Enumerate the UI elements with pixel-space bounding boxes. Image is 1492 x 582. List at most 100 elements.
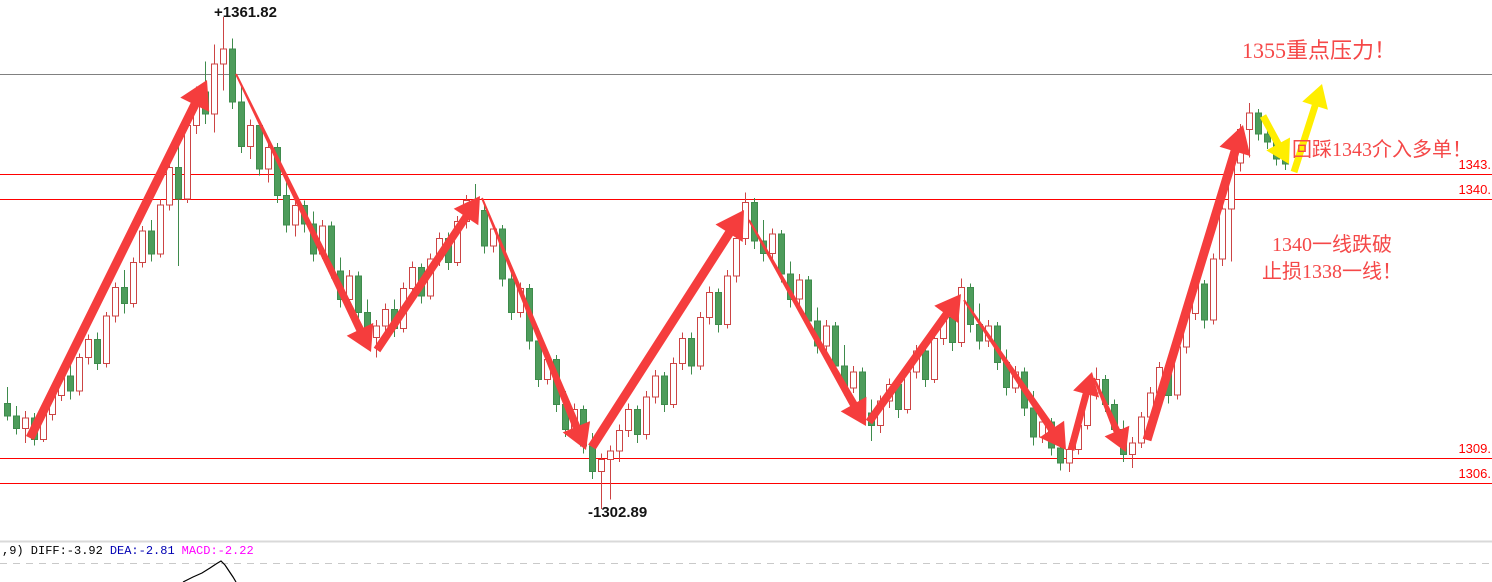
candle-down <box>121 287 128 305</box>
indicator-macd: MACD:-2.22 <box>181 544 254 558</box>
candle-up <box>1210 258 1217 321</box>
candle-down <box>256 125 263 170</box>
candle-down <box>1057 447 1064 464</box>
candle-up <box>679 338 686 365</box>
candle-down <box>283 195 290 226</box>
high-price-marker: +1361.82 <box>214 4 277 21</box>
trend-arrow-down-1[interactable] <box>235 73 374 352</box>
price-level-label: 1343. <box>1458 157 1491 172</box>
trend-arrow-up-6[interactable] <box>1142 125 1251 442</box>
candle-down <box>715 292 722 325</box>
candle-up <box>724 275 731 325</box>
candle-up <box>409 267 416 289</box>
candle-up <box>103 315 110 364</box>
candle-down <box>238 101 245 147</box>
candle-up <box>769 233 776 254</box>
candle-up <box>706 292 713 319</box>
candle-up <box>454 221 461 264</box>
yellow-arrow-up[interactable] <box>1290 84 1328 174</box>
candle-up <box>166 166 173 206</box>
candle-down <box>949 317 956 344</box>
candle-down <box>1255 112 1262 135</box>
candle-up <box>112 287 119 317</box>
entry-note-1343[interactable]: 回踩1343介入多单！ <box>1292 139 1472 161</box>
price-level-label: 1309. <box>1458 441 1491 456</box>
candle-down <box>274 146 281 197</box>
trend-arrow-up-2[interactable] <box>373 196 480 353</box>
candle-up <box>1066 449 1073 464</box>
candle-up <box>607 450 614 461</box>
indicator-diff: ,9) DIFF:-3.92 <box>2 544 103 558</box>
trend-arrow-down-2[interactable] <box>481 197 591 450</box>
candle-up <box>265 146 272 170</box>
candle-down <box>94 338 101 364</box>
candle-up <box>931 338 938 380</box>
trend-arrow-up-3[interactable] <box>588 210 744 450</box>
candle-up <box>76 357 83 392</box>
candle-down <box>634 409 641 436</box>
candle-up <box>220 48 227 65</box>
candle-up <box>616 429 623 452</box>
candle-down <box>1030 407 1037 438</box>
candle-down <box>13 415 20 430</box>
candle-up <box>697 317 704 367</box>
yellow-arrow-down[interactable] <box>1259 114 1290 164</box>
candle-down <box>589 445 596 472</box>
candle-up <box>382 308 389 327</box>
candle-down <box>4 403 11 417</box>
candle-up <box>598 459 605 472</box>
stoploss-note-1340[interactable]: 1340一线跌破 止损1338一线！ <box>1262 232 1402 286</box>
candle-up <box>247 125 254 147</box>
trend-arrow-up-5[interactable] <box>1067 372 1100 451</box>
candle-up <box>670 363 677 405</box>
candle-up <box>652 375 659 398</box>
candle-up <box>823 325 830 347</box>
candle-down <box>832 325 839 367</box>
resistance-note-1355[interactable]: 1355重点压力！ <box>1242 38 1397 63</box>
candle-down <box>148 230 155 255</box>
price-level-label: 1340. <box>1458 182 1491 197</box>
candle-up <box>796 279 803 300</box>
candle-down <box>778 233 785 275</box>
candle-down <box>751 201 758 242</box>
candle-down <box>355 275 362 314</box>
candle-down <box>175 166 182 200</box>
candle-up <box>850 371 857 389</box>
indicator-dea: DEA:-2.81 <box>109 544 175 558</box>
candle-up <box>373 325 380 339</box>
candle-up <box>292 205 299 226</box>
macd-diff-curve <box>182 560 237 582</box>
candle-up <box>211 63 218 115</box>
stoploss-note-line1: 1340一线跌破 <box>1272 234 1392 256</box>
trend-arrow-down-5[interactable] <box>1093 377 1130 452</box>
indicator-status-line: ,9) DIFF:-3.92 DEA:-2.81 MACD:-2.22 <box>2 544 254 558</box>
candle-up <box>184 125 191 200</box>
candle-up <box>1219 208 1226 260</box>
candle-up <box>22 417 29 430</box>
candle-up <box>643 396 650 435</box>
candle-up <box>1129 442 1136 456</box>
candle-up <box>1246 112 1253 131</box>
candle-up <box>139 230 146 264</box>
trend-arrow-up-1[interactable] <box>26 80 210 440</box>
candle-up <box>733 237 740 277</box>
trend-arrow-down-3[interactable] <box>748 219 867 427</box>
candle-up <box>346 275 353 300</box>
candle-down <box>229 48 236 103</box>
stoploss-note-line2: 止损1338一线！ <box>1262 261 1402 283</box>
trend-arrow-up-4[interactable] <box>865 294 961 425</box>
candle-down <box>661 375 668 406</box>
candle-down <box>67 375 74 392</box>
low-price-marker: -1302.89 <box>588 504 648 521</box>
candle-down <box>1264 133 1271 143</box>
trend-arrow-down-4[interactable] <box>963 299 1066 450</box>
candle-down <box>508 278 515 314</box>
candle-up <box>130 262 137 304</box>
candle-down <box>922 350 929 380</box>
candle-up <box>1138 416 1145 444</box>
candle-down <box>481 210 488 247</box>
candle-down <box>1201 283 1208 321</box>
candle-down <box>688 338 695 367</box>
